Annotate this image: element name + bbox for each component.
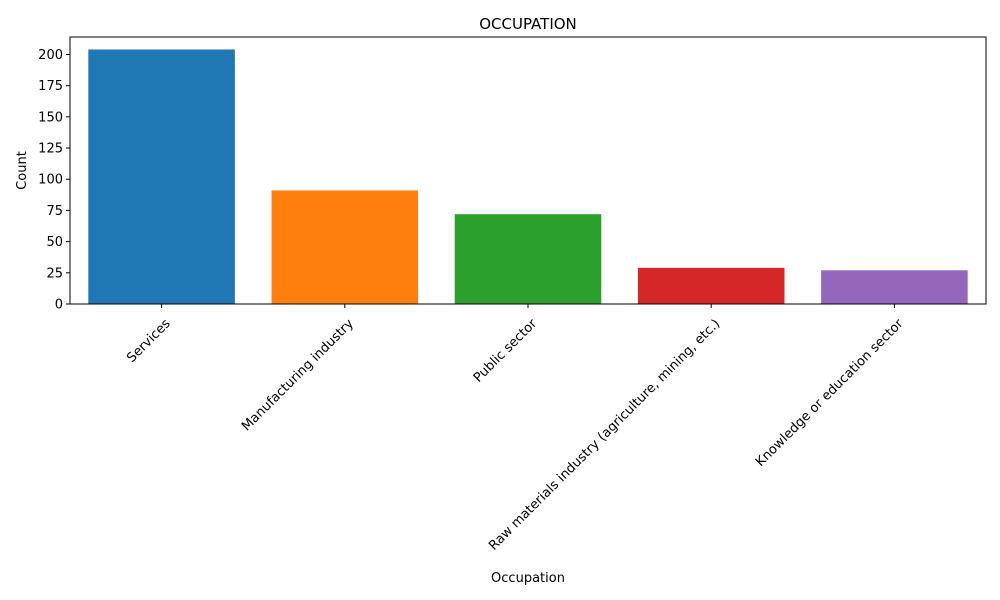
bar-1 — [88, 49, 235, 304]
y-tick-label: 25 — [46, 266, 63, 281]
y-tick-label: 150 — [38, 110, 63, 125]
bars-group — [88, 49, 968, 304]
y-tick-label: 75 — [46, 204, 63, 219]
y-tick-label: 50 — [46, 235, 63, 250]
y-tick-label: 0 — [55, 298, 63, 313]
y-tick-label: 125 — [38, 142, 63, 157]
x-axis-label: Occupation — [491, 571, 565, 586]
bar-4 — [637, 267, 785, 304]
bar-3 — [454, 214, 602, 304]
y-axis-label: Count — [15, 151, 30, 190]
chart-title: OCCUPATION — [479, 15, 577, 33]
y-tick-label: 175 — [38, 79, 63, 94]
plot-frame — [69, 36, 987, 305]
y-tick-label: 200 — [38, 48, 63, 63]
bar-5 — [821, 270, 968, 304]
bar-2 — [271, 190, 419, 304]
y-axis: 0 25 50 75 100 125 150 175 200 — [38, 48, 70, 313]
y-tick-label: 100 — [38, 173, 63, 188]
